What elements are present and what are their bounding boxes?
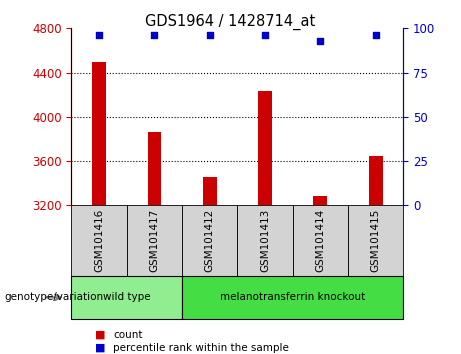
Bar bbox=[71, 276, 182, 319]
Text: GSM101415: GSM101415 bbox=[371, 209, 381, 272]
Text: GSM101417: GSM101417 bbox=[149, 209, 160, 272]
Text: GSM101416: GSM101416 bbox=[94, 209, 104, 272]
Bar bbox=[182, 276, 403, 319]
Bar bbox=[348, 205, 403, 276]
Point bbox=[317, 38, 324, 44]
Text: GSM101413: GSM101413 bbox=[260, 209, 270, 272]
Point bbox=[95, 33, 103, 38]
Bar bbox=[92, 62, 106, 205]
Text: ■: ■ bbox=[95, 330, 105, 339]
Bar bbox=[369, 155, 383, 205]
Bar bbox=[148, 132, 161, 205]
Point bbox=[206, 33, 213, 38]
Point bbox=[372, 33, 379, 38]
Text: GSM101412: GSM101412 bbox=[205, 209, 215, 272]
Point bbox=[261, 33, 269, 38]
Bar bbox=[258, 91, 272, 205]
Point bbox=[151, 33, 158, 38]
Bar bbox=[313, 196, 327, 205]
Bar bbox=[293, 205, 348, 276]
Bar bbox=[127, 205, 182, 276]
Text: count: count bbox=[113, 330, 142, 339]
Bar bbox=[237, 205, 293, 276]
Text: GDS1964 / 1428714_at: GDS1964 / 1428714_at bbox=[145, 14, 316, 30]
Text: melanotransferrin knockout: melanotransferrin knockout bbox=[220, 292, 366, 302]
Text: wild type: wild type bbox=[103, 292, 151, 302]
Text: percentile rank within the sample: percentile rank within the sample bbox=[113, 343, 289, 353]
Text: genotype/variation: genotype/variation bbox=[5, 292, 104, 302]
Bar bbox=[203, 177, 217, 205]
Text: ■: ■ bbox=[95, 343, 105, 353]
Bar bbox=[182, 205, 237, 276]
Text: GSM101414: GSM101414 bbox=[315, 209, 325, 272]
Bar bbox=[71, 205, 127, 276]
